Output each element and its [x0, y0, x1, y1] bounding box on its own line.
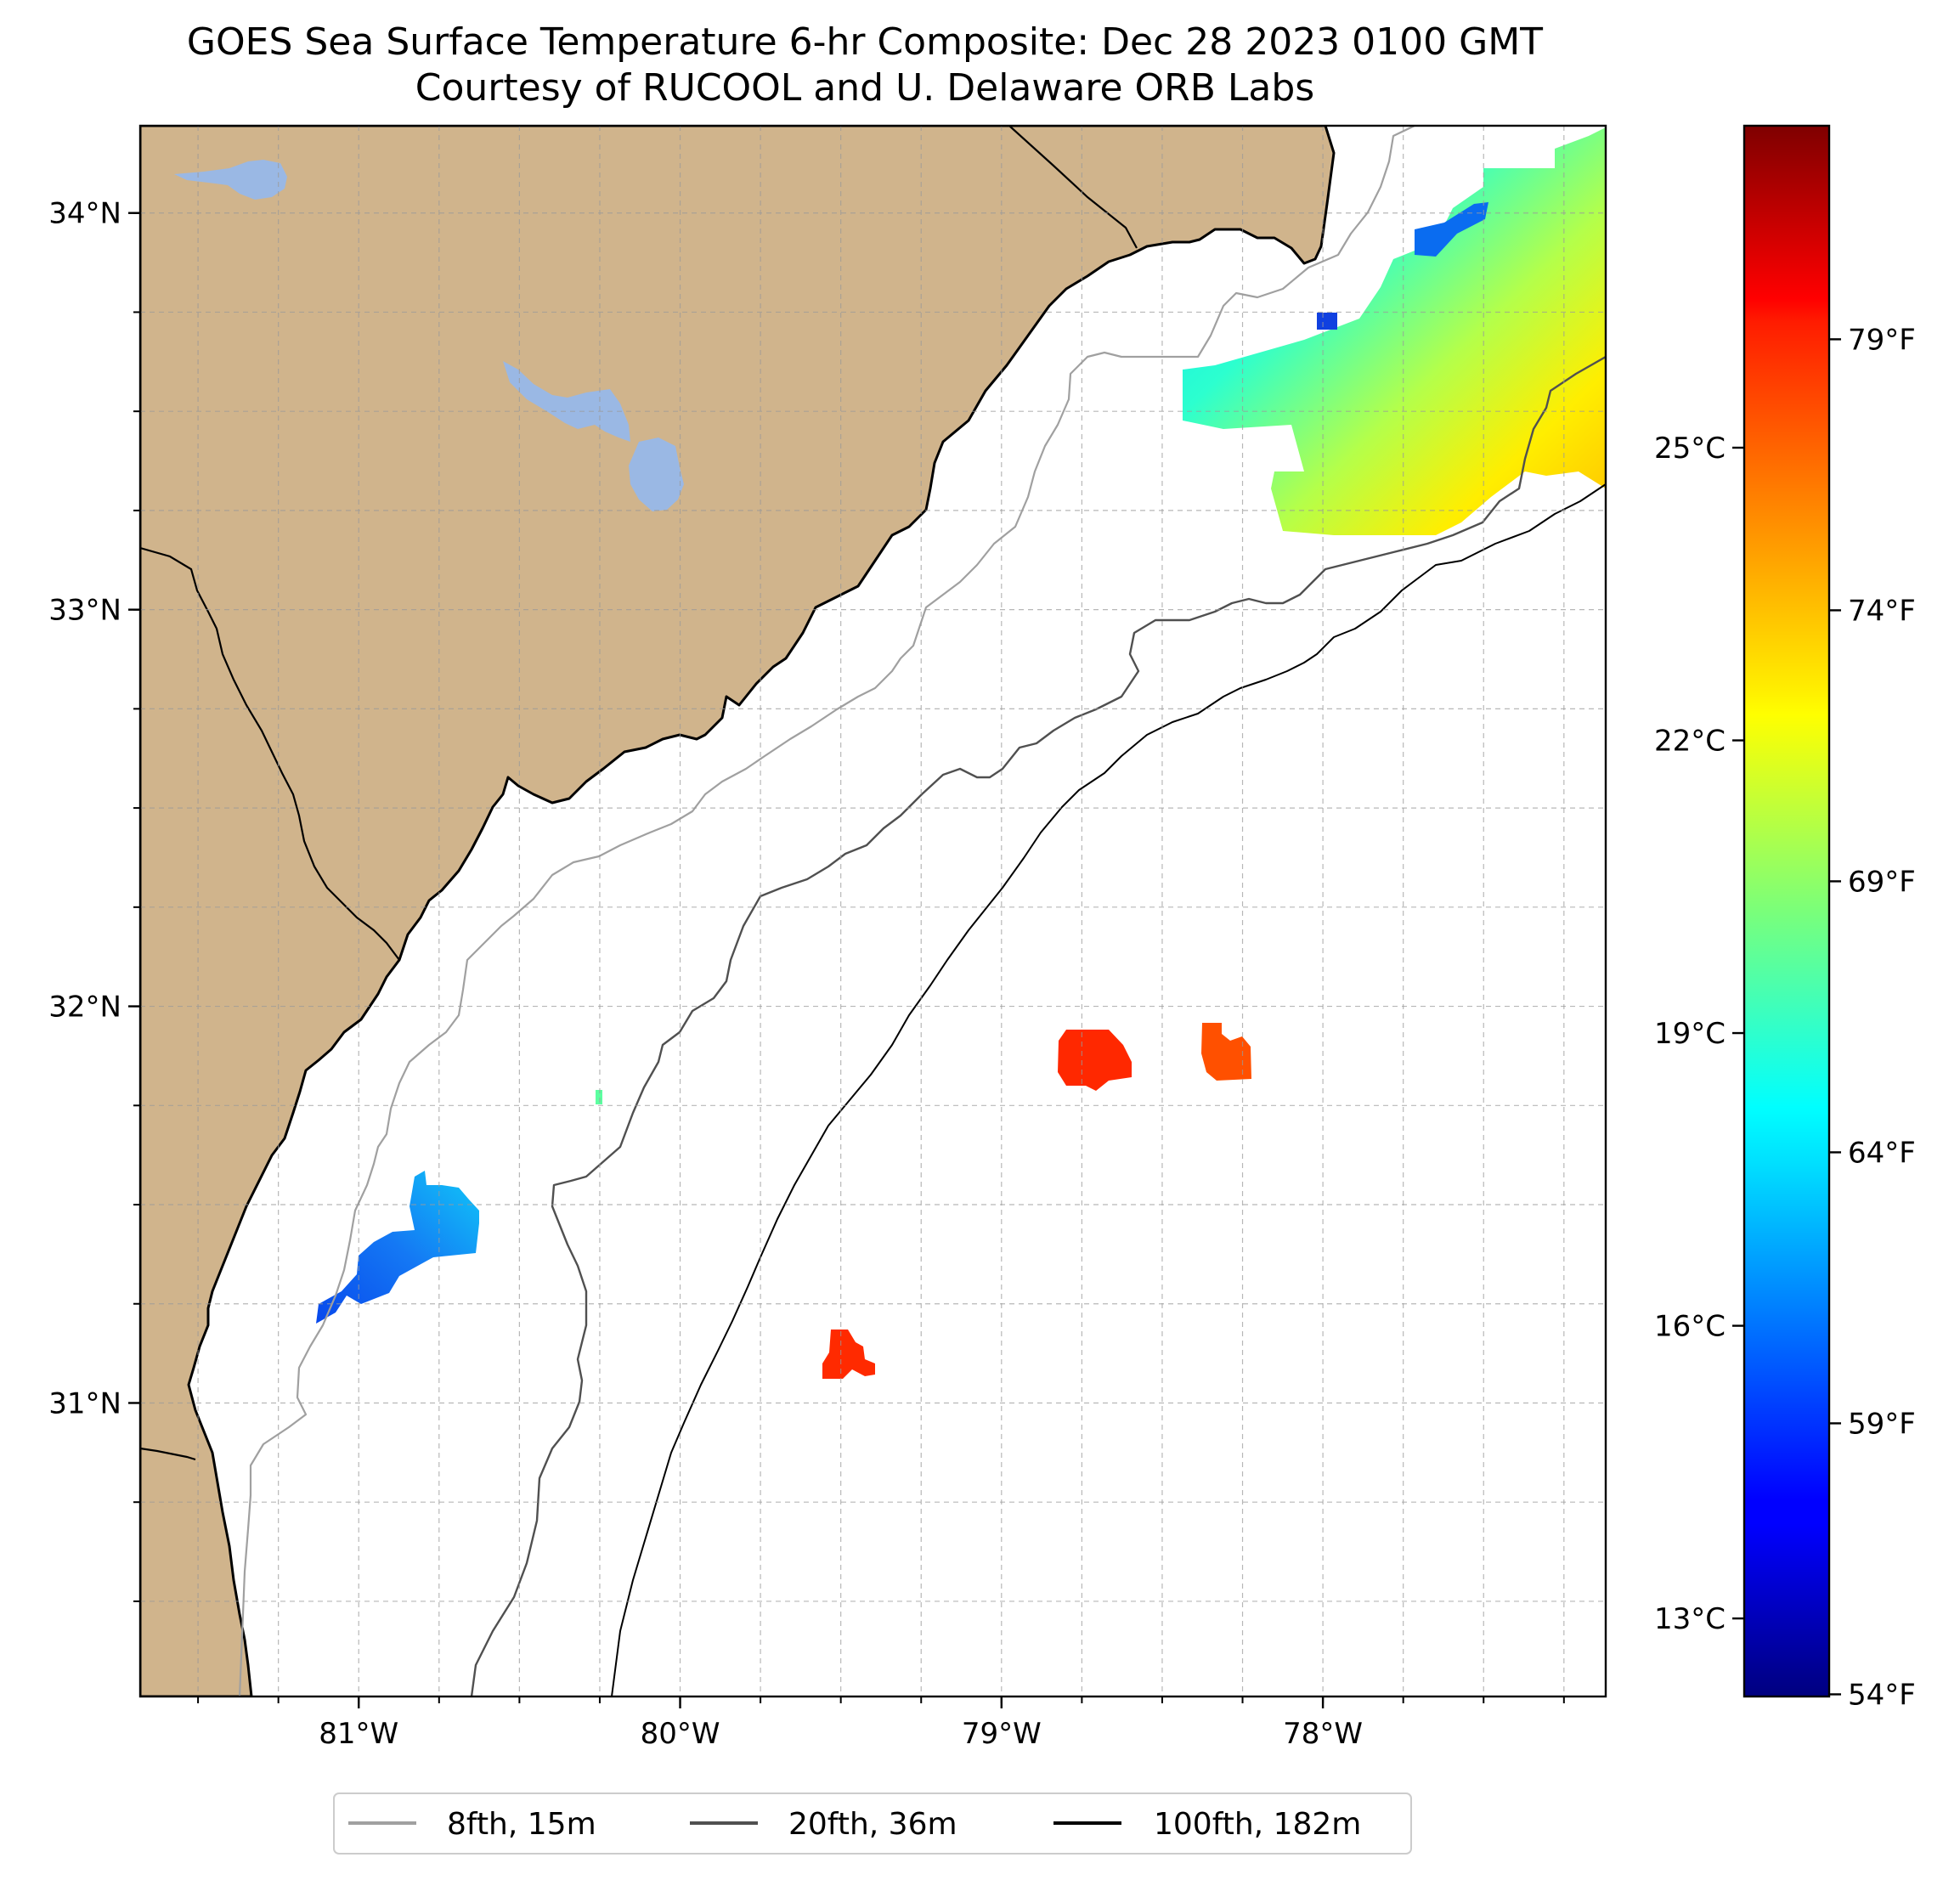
sst-patch-north-cold — [1415, 202, 1488, 257]
state-border-nc-sc — [1008, 126, 1138, 249]
map-gridlines — [140, 126, 1606, 1697]
depth-contours — [238, 126, 1606, 1697]
colorbar-label-celsius: 19°C — [1654, 1017, 1726, 1051]
sst-patch-southwest — [316, 1171, 479, 1324]
sst-patch-east-2 — [1201, 1023, 1251, 1081]
map-frame — [138, 124, 1607, 1698]
colorbar-label-celsius: 22°C — [1654, 725, 1726, 759]
lake-marion — [503, 361, 630, 442]
tick-label-lon: 79°W — [962, 1717, 1042, 1751]
map-subtitle: Courtesy of RUCOOL and U. Delaware ORB L… — [415, 66, 1314, 110]
colorbar-label-fahrenheit: 79°F — [1848, 323, 1916, 357]
colorbar-label-celsius: 16°C — [1654, 1310, 1726, 1344]
contour-100fth — [611, 483, 1606, 1697]
colorbar-ticks: 13°C 16°C 19°C 22°C 25°C 54°F 59°F 64°F 69°F 74°F… — [1654, 323, 1916, 1712]
map-panel — [140, 126, 1606, 1697]
legend-label-100fth: 100fth, 182m — [1154, 1807, 1361, 1842]
state-border-sc-ga — [140, 546, 400, 961]
lake-north — [174, 160, 287, 200]
colorbar-label-celsius: 25°C — [1654, 432, 1726, 466]
legend-box — [333, 1792, 1412, 1855]
sst-patch-northeast — [1183, 127, 1606, 535]
contour-8fth — [238, 126, 1415, 1697]
colorbar-label-fahrenheit: 64°F — [1848, 1136, 1916, 1170]
map-title: GOES Sea Surface Temperature 6-hr Compos… — [187, 20, 1543, 64]
sst-patch-east-1 — [1058, 1030, 1132, 1091]
colorbar-gradient — [1743, 124, 1831, 1698]
colorbar-label-fahrenheit: 69°F — [1848, 865, 1916, 899]
tick-label-lat: 31°N — [48, 1386, 121, 1420]
legend-label-20fth: 20fth, 36m — [788, 1807, 957, 1842]
tick-label-lon: 80°W — [641, 1717, 720, 1751]
tick-label-lat: 33°N — [48, 594, 121, 628]
sst-patch-south — [822, 1330, 875, 1379]
colorbar-label-fahrenheit: 59°F — [1848, 1407, 1916, 1441]
sst-pixels — [316, 127, 1606, 1379]
contour-20fth — [470, 355, 1606, 1697]
tick-label-lon: 78°W — [1283, 1717, 1363, 1751]
legend-label-8fth: 8fth, 15m — [447, 1807, 596, 1842]
sst-pixel-green — [596, 1090, 602, 1104]
tick-label-lat: 32°N — [48, 991, 121, 1025]
colorbar-label-celsius: 13°C — [1654, 1602, 1726, 1636]
colorbar-label-fahrenheit: 54°F — [1848, 1678, 1916, 1712]
contour-legend: 8fth, 15m 20fth, 36m 100fth, 182m — [333, 1792, 1412, 1855]
map-axes: 81°W 80°W 79°W 78°W 31°N 32°N 33°N 34°N — [48, 197, 1565, 1751]
lake-moultrie — [629, 438, 684, 511]
sst-pixel-north-blue — [1317, 313, 1337, 330]
colorbar: 13°C 16°C 19°C 22°C 25°C 54°F 59°F 64°F 69°F 74°F… — [1654, 124, 1916, 1712]
tick-label-lat: 34°N — [48, 197, 121, 231]
state-border-ga-fl — [140, 1447, 196, 1461]
tick-label-lon: 81°W — [319, 1717, 398, 1751]
colorbar-label-fahrenheit: 74°F — [1848, 594, 1916, 628]
